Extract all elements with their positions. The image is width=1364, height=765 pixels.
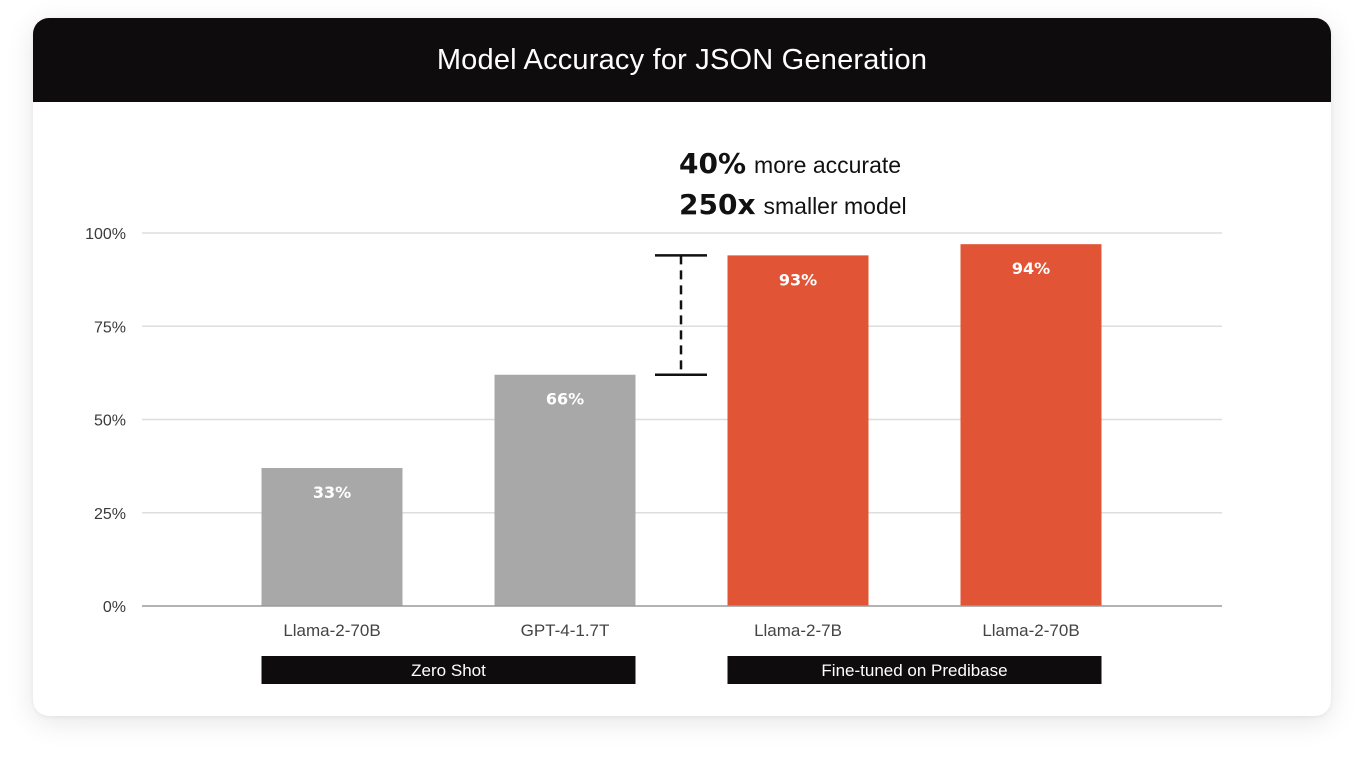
bar-value-label: 66% — [546, 390, 584, 409]
y-tick-label: 100% — [85, 226, 126, 243]
bar-chart: 0% 25% 50% 75% 100% 33% Llama-2-70B 66% GPT-4-1.… — [85, 147, 1222, 684]
x-tick-label: GPT-4-1.7T — [521, 621, 610, 640]
annotation-accuracy: 40% more accurate — [679, 147, 901, 180]
y-tick-label: 75% — [94, 319, 126, 336]
group-label-box — [261, 656, 636, 684]
bar — [960, 244, 1102, 606]
chart-title: Model Accuracy for JSON Generation — [436, 43, 928, 76]
bar — [727, 255, 869, 606]
group-label-box — [727, 656, 1102, 684]
group-label: Zero Shot — [411, 661, 486, 680]
y-tick-label: 50% — [94, 413, 126, 430]
y-tick-label: 0% — [103, 599, 126, 616]
bar-value-label: 94% — [1012, 259, 1050, 278]
bar — [261, 467, 403, 606]
bar-value-label: 93% — [779, 270, 817, 289]
annotation-size: 250x smaller model — [679, 188, 907, 221]
chart-header: Model Accuracy for JSON Generation — [33, 18, 1331, 102]
x-tick-label: Llama-2-70B — [982, 621, 1079, 640]
bar — [494, 374, 636, 606]
group-label: Fine-tuned on Predibase — [821, 661, 1007, 680]
x-tick-label: Llama-2-70B — [283, 621, 380, 640]
y-tick-label: 25% — [94, 506, 126, 523]
chart-card: Model Accuracy for JSON Generation 0% 25%… — [33, 18, 1331, 716]
x-tick-label: Llama-2-7B — [754, 621, 842, 640]
bar-value-label: 33% — [313, 483, 351, 502]
